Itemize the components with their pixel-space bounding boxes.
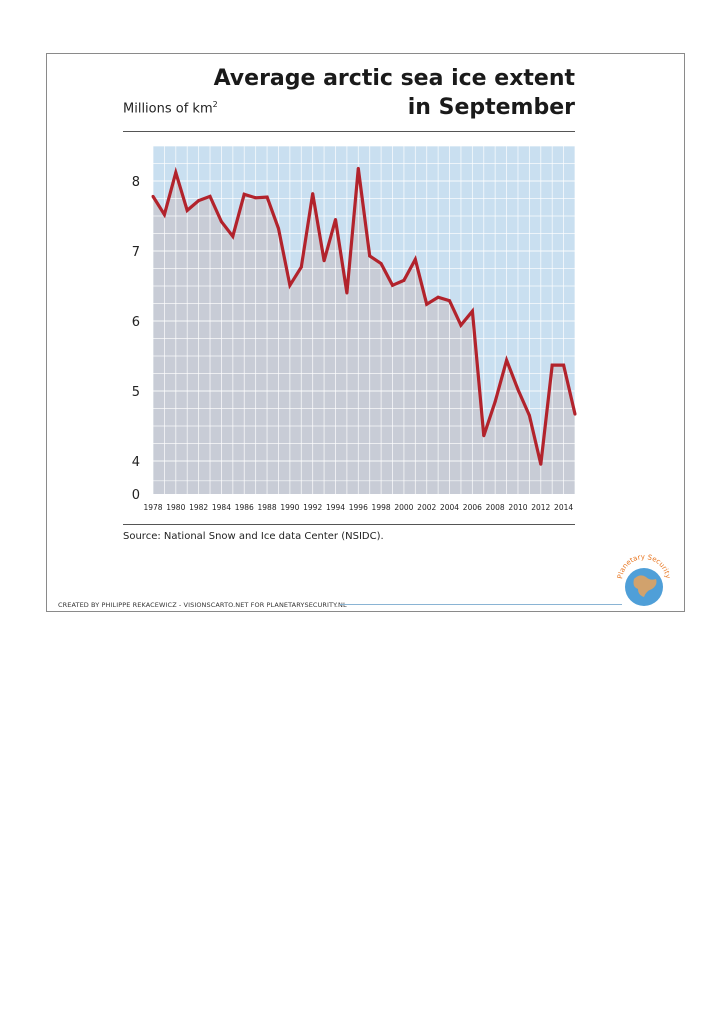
- data-point: [573, 412, 577, 416]
- x-tick-label: 2012: [531, 503, 550, 512]
- data-point: [197, 199, 201, 203]
- data-point: [459, 323, 463, 327]
- data-point: [436, 295, 440, 299]
- x-tick-label: 2008: [486, 503, 505, 512]
- x-tick-label: 1994: [326, 503, 345, 512]
- data-point: [413, 257, 417, 261]
- data-point: [311, 192, 315, 196]
- data-point: [254, 196, 258, 200]
- data-point: [368, 254, 372, 258]
- data-point: [425, 302, 429, 306]
- series-line: [151, 166, 577, 465]
- x-tick-label: 1982: [189, 503, 208, 512]
- credit-rule: [340, 604, 622, 605]
- data-point: [288, 283, 292, 287]
- x-tick-label: 1988: [258, 503, 277, 512]
- y-tick-label: 8: [132, 175, 140, 190]
- data-point: [379, 262, 383, 266]
- data-point: [493, 400, 497, 403]
- y-tick-label: 6: [132, 315, 140, 330]
- data-point: [265, 195, 269, 199]
- unit-superscript: 2: [212, 100, 218, 109]
- data-point: [185, 208, 189, 212]
- data-point: [231, 234, 235, 238]
- x-tick-label: 2002: [417, 503, 436, 512]
- data-point: [322, 259, 326, 263]
- data-point: [242, 192, 246, 196]
- data-point: [448, 299, 451, 303]
- data-point: [527, 414, 531, 417]
- data-point: [334, 218, 337, 221]
- chart-title-line1: Average arctic sea ice extent: [213, 66, 575, 91]
- data-point: [391, 283, 394, 287]
- x-tick-label: 1992: [303, 503, 322, 512]
- data-point: [174, 171, 178, 175]
- data-point: [562, 363, 566, 367]
- source-note: Source: National Snow and Ice data Cente…: [123, 531, 384, 542]
- data-point: [277, 227, 280, 231]
- bottom-divider: [123, 524, 575, 525]
- data-point: [219, 220, 223, 224]
- x-tick-label: 2004: [440, 503, 459, 512]
- globe-land: [633, 575, 657, 597]
- x-tick-label: 2014: [554, 503, 573, 512]
- y-tick-label: 4: [132, 455, 140, 470]
- y-tick-label: 5: [132, 385, 140, 400]
- x-tick-label: 1990: [280, 503, 299, 512]
- x-tick-label: 1986: [235, 503, 254, 512]
- data-point: [151, 194, 155, 198]
- data-point: [356, 166, 360, 170]
- y-axis-unit-label: Millions of km2: [123, 100, 218, 116]
- x-tick-label: 1984: [212, 503, 231, 512]
- x-tick-label: 1980: [166, 503, 185, 512]
- chart-title: Average arctic sea ice extent in Septemb…: [175, 64, 575, 122]
- data-point: [299, 265, 303, 269]
- data-point: [550, 363, 554, 367]
- data-point: [505, 358, 509, 362]
- y-tick-label: 0: [132, 488, 140, 503]
- top-divider: [123, 131, 575, 132]
- x-tick-label: 2006: [463, 503, 482, 512]
- y-tick-label: 7: [132, 245, 140, 260]
- data-point: [402, 278, 406, 282]
- x-tick-label: 1978: [143, 503, 162, 512]
- credit-line: CREATED BY PHILIPPE REKACEWICZ - VISIONS…: [58, 601, 347, 609]
- x-tick-label: 1998: [372, 503, 391, 512]
- data-point: [516, 388, 520, 392]
- planetary-security-logo: Planetary Security Initiative: [612, 547, 672, 606]
- data-point: [345, 291, 349, 295]
- area-fill: [153, 168, 575, 494]
- chart-title-line2: in September: [407, 95, 575, 120]
- data-point: [470, 309, 474, 313]
- data-point: [208, 194, 212, 198]
- unit-text: Millions of km: [123, 101, 213, 117]
- data-point: [539, 462, 543, 466]
- x-tick-label: 2000: [394, 503, 413, 512]
- x-tick-label: 2010: [508, 503, 527, 512]
- x-tick-label: 1996: [349, 503, 368, 512]
- data-point: [162, 213, 166, 217]
- data-point: [482, 434, 486, 438]
